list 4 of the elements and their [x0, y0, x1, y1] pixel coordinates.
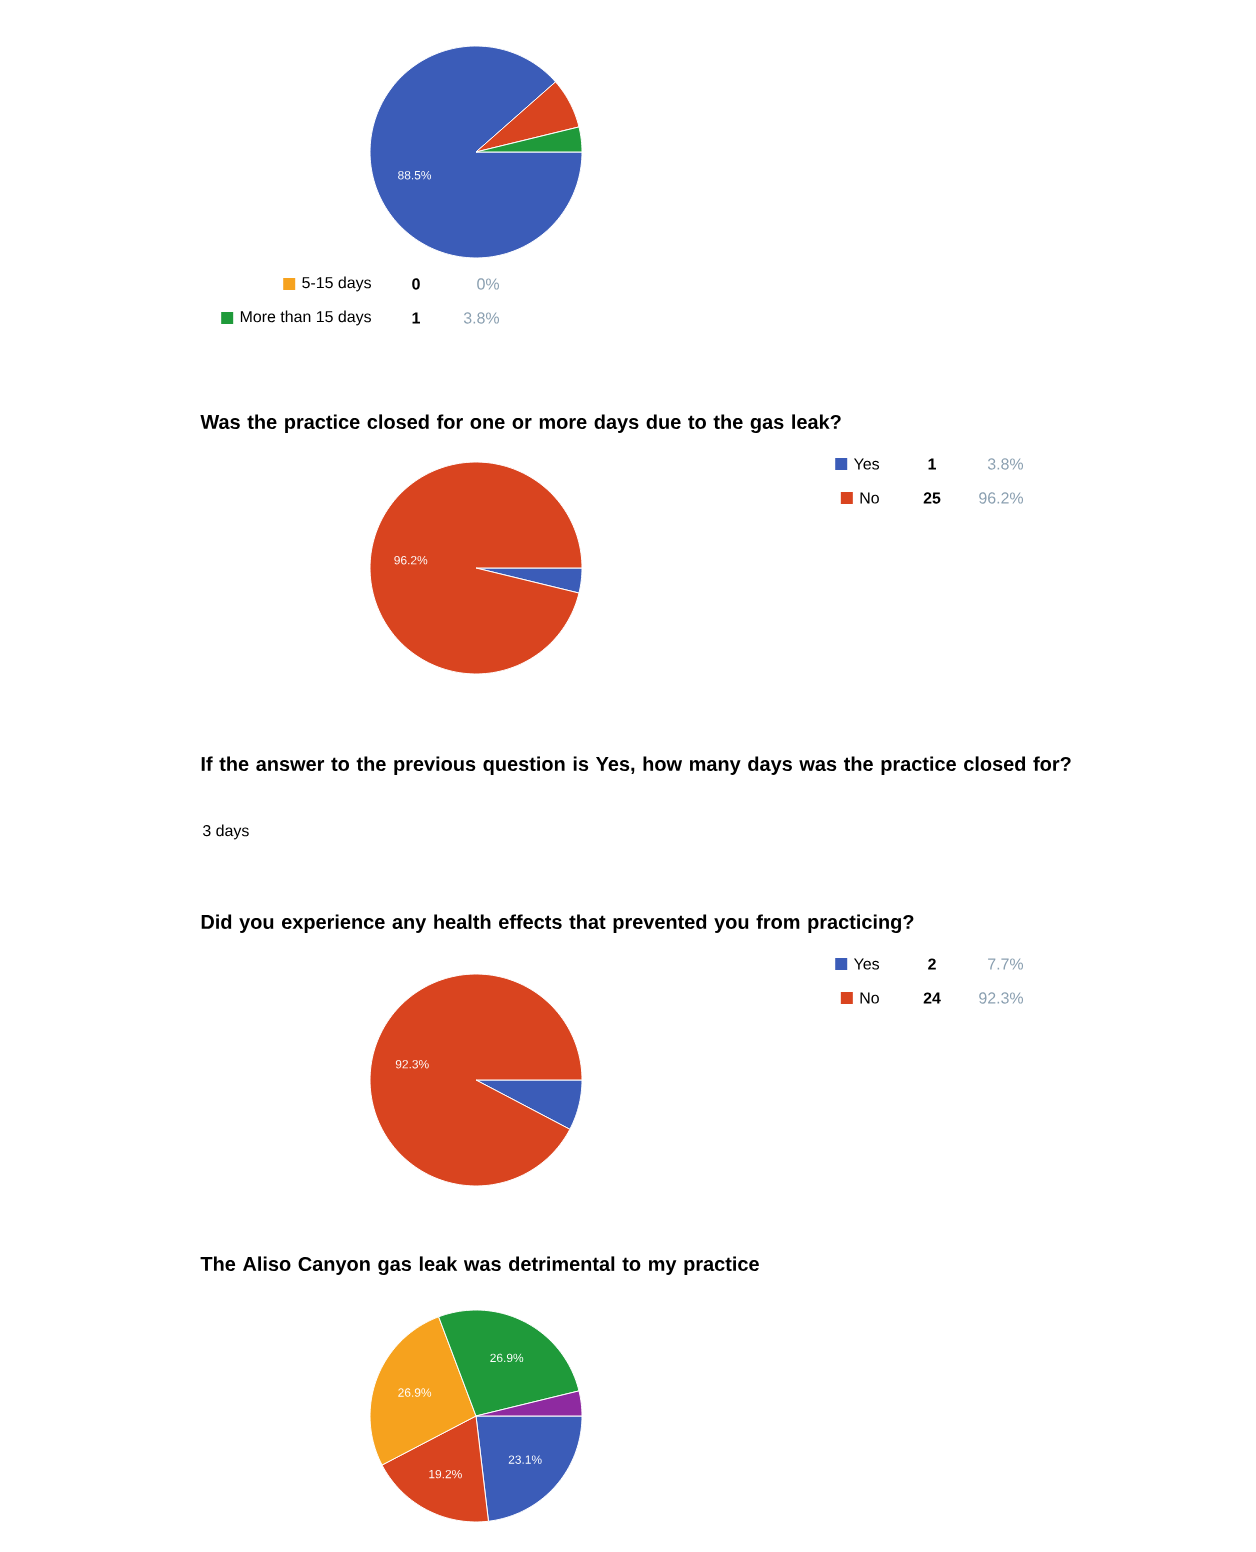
text: If the answer to the previous question is Yes, how many days was the practice closed for? — [201, 756, 1071, 775]
chart-title: Did you experience any health effects that prevented you from practicing? — [201, 914, 914, 934]
chart-title: The Aliso Canyon gas leak was detrimental to my practice — [200, 1256, 759, 1276]
chart-title: Was the practice closed for one or more days due to the gas leak? — [200, 414, 841, 434]
